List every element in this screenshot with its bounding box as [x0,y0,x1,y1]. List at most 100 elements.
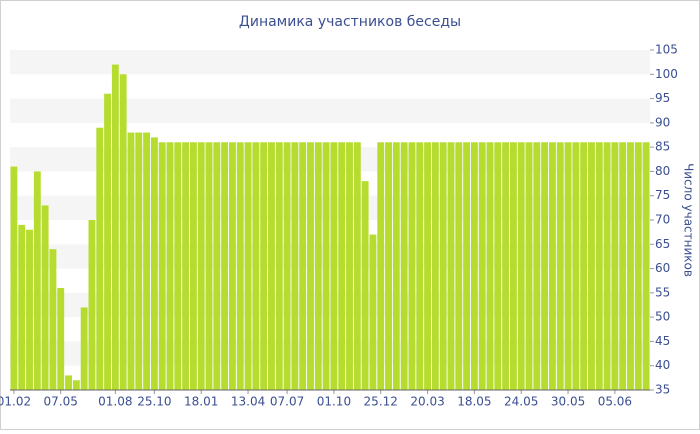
y-tick-label: 80 [655,164,670,178]
bar [517,142,525,390]
y-tick-label: 65 [655,237,670,251]
y-tick-label: 40 [655,358,670,372]
chart-title: Динамика участников беседы [239,14,461,30]
y-tick-label: 75 [655,188,670,202]
x-tick-label: 07.07 [270,395,304,409]
bar [634,142,642,390]
bar [57,288,65,390]
bar [588,142,595,390]
bar [229,142,236,390]
x-tick-label: 18.05 [457,395,491,409]
bar [431,142,439,390]
bar [556,142,564,390]
bar [369,234,377,390]
x-tick-label: 30.05 [551,395,585,409]
bar [361,181,369,390]
y-tick-label: 95 [655,91,670,105]
bar [509,142,517,390]
bar [525,142,533,390]
bar [119,74,127,391]
bar [252,142,260,390]
bar [260,142,268,390]
bar [627,142,634,390]
bar [205,142,213,390]
x-tick-label: 01.02 [0,395,31,409]
y-tick-label: 55 [655,285,670,299]
bar [275,142,283,390]
x-tick-label: 07.05 [44,395,78,409]
bar [486,142,494,390]
x-tick-label: 13.04 [231,395,265,409]
bar [10,166,18,390]
bar [502,142,510,390]
y-tick-label: 35 [655,383,670,397]
x-tick-label: 01.10 [317,395,351,409]
y-tick-label: 45 [655,334,670,348]
bar [611,142,619,390]
bar [307,142,314,390]
x-tick-label: 01.08 [98,395,132,409]
bar [400,142,408,390]
bar [283,142,291,390]
bar [49,249,57,390]
y-tick-label: 85 [655,140,670,154]
bar [26,229,33,390]
x-tick-label: 05.06 [598,395,632,409]
bar [338,142,346,390]
x-tick-label: 24.05 [504,395,538,409]
bar [564,142,572,390]
bar [236,142,244,390]
bar [143,132,151,391]
bar [197,142,205,390]
y-tick-label: 90 [655,115,670,129]
bar [533,142,541,390]
bar [455,142,463,390]
bar [580,142,588,390]
bar [392,142,400,390]
bar [541,142,549,390]
bar [494,142,502,390]
bar [65,375,72,390]
bar [346,142,353,390]
bar [127,132,135,391]
x-tick-label: 20.03 [410,395,444,409]
x-tick-label: 25.10 [137,395,171,409]
bar [41,205,49,390]
bar [603,142,611,390]
y-tick-label: 60 [655,261,670,275]
bar [642,142,650,390]
bar [572,142,580,390]
bar [322,142,330,390]
y-tick-label: 50 [655,310,670,324]
bar [174,142,182,390]
bar [385,142,392,390]
bar [166,142,174,390]
bar [595,142,603,390]
x-tick-label: 18.01 [184,395,218,409]
bar [189,142,197,390]
bar [463,142,471,390]
bar [299,142,307,390]
bar [424,142,431,390]
bar [439,142,447,390]
bar [416,142,424,390]
bar [408,142,416,390]
bar [314,142,322,390]
y-tick-label: 105 [655,43,678,57]
bar [72,380,80,390]
bar [291,142,299,390]
bar [135,132,143,391]
bar [213,142,221,390]
y-tick-label: 100 [655,67,678,81]
bar [80,307,88,390]
bar [268,142,275,390]
bar [470,142,478,390]
grid-band [10,50,650,75]
bar [96,127,104,390]
bar [549,142,556,390]
bar [111,64,119,391]
bar [33,171,41,390]
bar [330,142,338,390]
bar [88,220,96,390]
